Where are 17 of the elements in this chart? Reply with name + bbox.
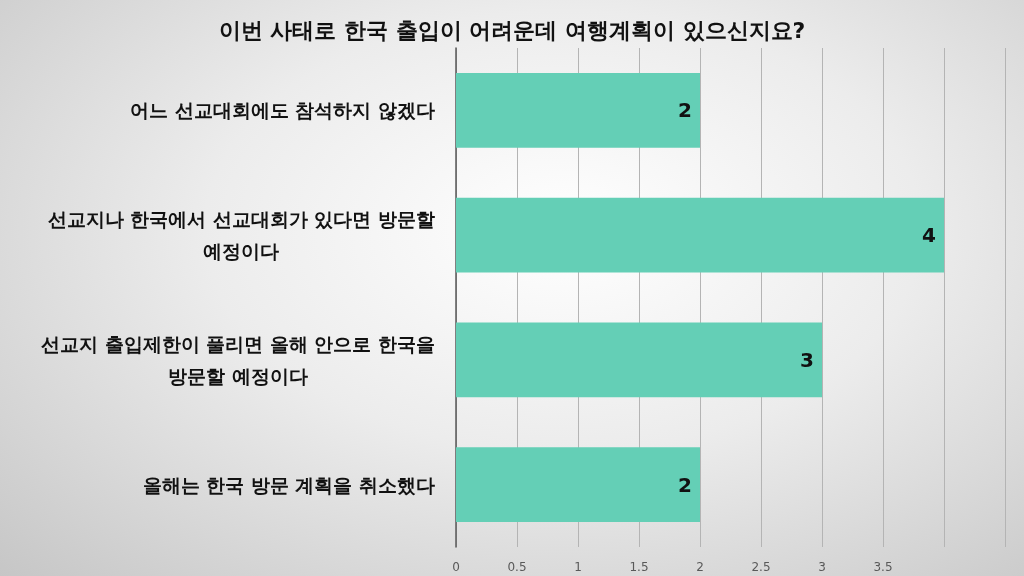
- y-tick-label: 올해는 한국 방문 계획을 취소했다: [142, 473, 435, 496]
- x-tick-label: 3.5: [873, 560, 893, 574]
- y-tick-label: 선교지 출입제한이 풀리면 올해 안으로 한국을 방문할 예정이다: [40, 332, 435, 387]
- x-tick-label: 0: [452, 560, 460, 574]
- y-tick-label: 어느 선교대회에도 참석하지 않겠다: [130, 99, 436, 122]
- x-tick-label: 2.5: [751, 560, 771, 574]
- data-label: 4: [922, 223, 936, 248]
- x-tick-label: 1.5: [629, 560, 649, 574]
- x-tick-label: 3: [818, 560, 826, 574]
- chart-title: 이번 사태로 한국 출입이 어려운데 여행계획이 있으신지요?: [218, 17, 806, 43]
- data-label: 3: [800, 347, 814, 372]
- data-label: 2: [678, 98, 692, 123]
- x-tick-label: 0.5: [507, 560, 527, 574]
- data-label: 2: [678, 472, 692, 497]
- x-tick-label: 2: [696, 560, 704, 574]
- x-tick-label: 1: [574, 560, 582, 574]
- y-tick-label: 선교지나 한국에서 선교대회가 있다면 방문할 예정이다: [47, 208, 435, 263]
